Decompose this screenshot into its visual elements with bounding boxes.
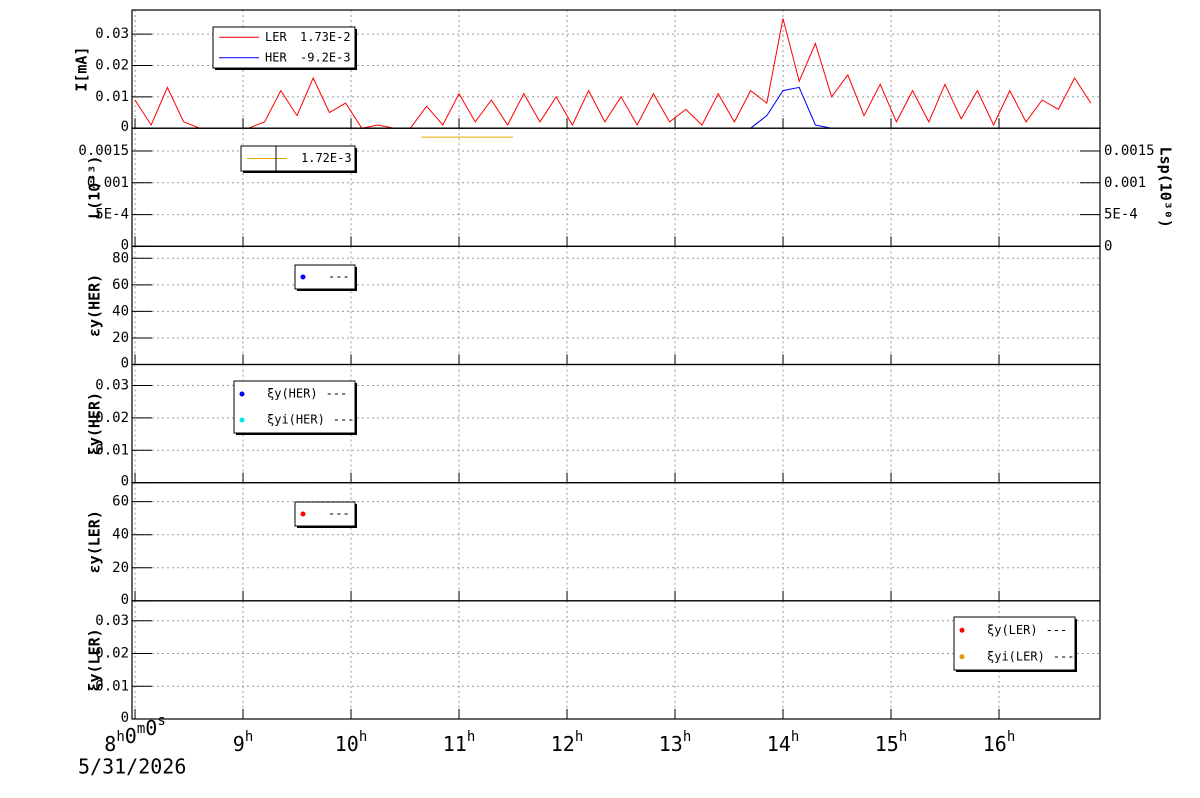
legend-box bbox=[212, 26, 356, 69]
x-tick-label: 9h bbox=[233, 729, 253, 756]
legend-value: 1.73E-2 bbox=[300, 30, 351, 44]
series-line bbox=[135, 86, 1091, 129]
series-line bbox=[134, 18, 1092, 129]
plot-frame bbox=[131, 600, 1101, 720]
y2-tick-label: 0 bbox=[1104, 238, 1112, 254]
legend-name: LER bbox=[265, 30, 287, 44]
y-axis-label: ξy(HER) bbox=[86, 392, 104, 455]
y-tick-label: 0 bbox=[121, 119, 129, 135]
y-tick-label: 0.001 bbox=[87, 175, 129, 191]
x-tick-label: 8h0m0s bbox=[104, 713, 165, 756]
y-tick-label: 0.03 bbox=[95, 26, 129, 42]
x-tick-label: 13h bbox=[659, 729, 692, 756]
plot-frame bbox=[131, 245, 1101, 366]
x-tick-label: 16h bbox=[983, 729, 1016, 756]
y-tick-label: 0 bbox=[121, 474, 129, 490]
legend-value: --- bbox=[328, 507, 350, 521]
legend-swatch bbox=[300, 511, 306, 517]
legend-swatch bbox=[239, 417, 245, 423]
y-axis-label: ξy(LER) bbox=[86, 628, 104, 691]
y-tick-label: 40 bbox=[112, 527, 129, 543]
y-tick-label: 0.02 bbox=[95, 646, 129, 662]
x-tick-label: 12h bbox=[551, 729, 584, 756]
y-tick-label: 0.03 bbox=[95, 613, 129, 629]
plot-frame bbox=[131, 482, 1101, 602]
legend-swatch bbox=[959, 627, 965, 633]
x-tick-label: 15h bbox=[875, 729, 908, 756]
date-label: 5/31/2026 bbox=[78, 755, 186, 779]
legend-value: --- bbox=[1046, 623, 1068, 637]
x-tick-label: 11h bbox=[443, 729, 476, 756]
y-tick-label: 0 bbox=[121, 710, 129, 726]
y-tick-label: 20 bbox=[112, 560, 129, 576]
y-axis-label: I[mA] bbox=[73, 47, 91, 92]
legend-name: ξy(HER) bbox=[267, 387, 318, 401]
y-tick-label: 0.0015 bbox=[78, 143, 129, 159]
y-tick-label: 60 bbox=[112, 494, 129, 510]
y-tick-label: 40 bbox=[112, 303, 129, 319]
y-tick-label: 0.03 bbox=[95, 378, 129, 394]
legend-name: ξy(LER) bbox=[987, 623, 1038, 637]
legend-value: --- bbox=[1053, 649, 1075, 663]
y2-tick-label: 0.0015 bbox=[1104, 143, 1155, 159]
y-tick-label: 20 bbox=[112, 330, 129, 346]
y-tick-label: 0.01 bbox=[95, 442, 129, 458]
legend-value: --- bbox=[326, 387, 348, 401]
legend-value: --- bbox=[333, 413, 355, 427]
legend-name: ξyi(HER) bbox=[267, 413, 325, 427]
x-tick-label: 10h bbox=[335, 729, 368, 756]
y-tick-label: 80 bbox=[112, 250, 129, 266]
legend-swatch bbox=[239, 391, 245, 397]
legend-swatch bbox=[959, 654, 965, 660]
y-tick-label: 0.01 bbox=[95, 678, 129, 694]
y-tick-label: 0 bbox=[121, 592, 129, 608]
y2-tick-label: 5E-4 bbox=[1104, 207, 1138, 223]
y-axis-label: εy(HER) bbox=[86, 274, 104, 337]
y2-tick-label: 0.001 bbox=[1104, 175, 1146, 191]
legend-value: -9.2E-3 bbox=[300, 50, 351, 64]
x-tick-label: 14h bbox=[767, 729, 800, 756]
legend-value: 1.72E-3 bbox=[301, 151, 352, 165]
legend-name: HER bbox=[265, 50, 287, 64]
y-tick-label: 0 bbox=[121, 356, 129, 372]
y-tick-label: 5E-4 bbox=[95, 207, 129, 223]
legend-swatch bbox=[300, 274, 306, 280]
legend-name: ξyi(LER) bbox=[987, 649, 1045, 663]
y-tick-label: 0.02 bbox=[95, 410, 129, 426]
y-axis-label: L(10³³) bbox=[86, 156, 104, 219]
y-tick-label: 0 bbox=[121, 237, 129, 253]
legend-box bbox=[953, 616, 1076, 671]
y-axis-label: εy(LER) bbox=[86, 510, 104, 573]
y-tick-label: 0.02 bbox=[95, 57, 129, 73]
y-tick-label: 60 bbox=[112, 277, 129, 293]
y2-axis-label: Lsp(10³⁰) bbox=[1157, 147, 1175, 228]
y-tick-label: 0.01 bbox=[95, 89, 129, 105]
legend-value: --- bbox=[328, 270, 350, 284]
legend-box bbox=[233, 380, 356, 434]
